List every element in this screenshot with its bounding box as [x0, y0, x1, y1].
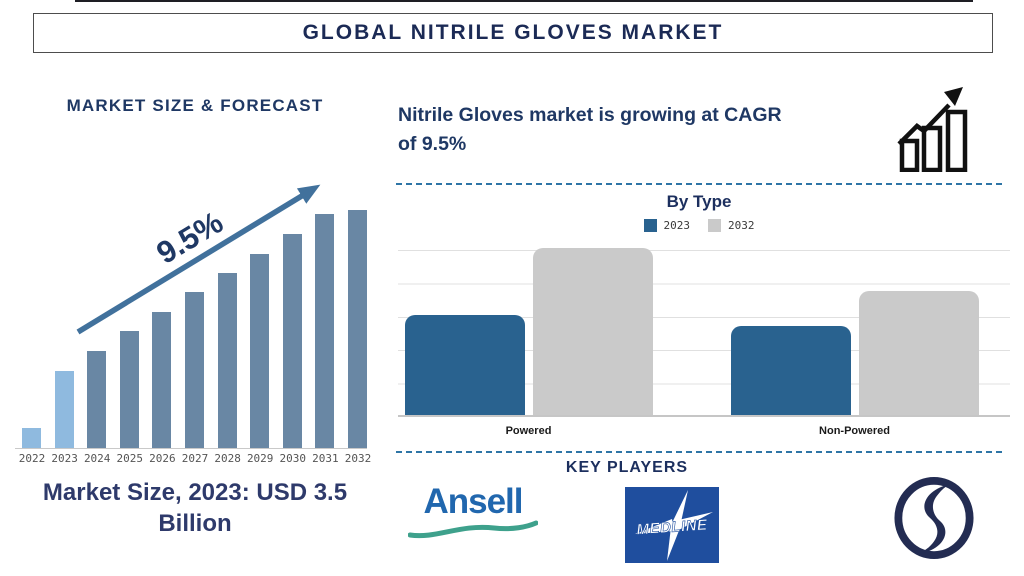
year-label-2022: 2022 [18, 452, 46, 465]
bytype-plot [398, 248, 1010, 417]
year-label-2025: 2025 [116, 452, 144, 465]
market-size-years: 2022 2023 2024 2025 2026 2027 2028 2029 2030 2031… [15, 452, 372, 468]
forecast-bar-2031 [315, 214, 335, 448]
legend-swatch-2032 [708, 219, 721, 232]
market-size-heading: MARKET SIZE & FORECAST [66, 96, 324, 115]
forecast-bar-2032 [348, 210, 367, 448]
medline-logo-text: MEDLINE [636, 517, 709, 539]
cagr-statement-line1: Nitrile Gloves market is growing at CAGR [398, 104, 782, 126]
growth-chart-icon [897, 87, 968, 172]
forecast-bar-2027 [185, 292, 204, 448]
bytype-bar-non-powered-2023 [731, 326, 851, 415]
ansell-logo: Ansell [408, 482, 538, 540]
legend-item-2023: 2023 [643, 219, 691, 232]
page-title: GLOBAL NITRILE GLOVES MARKET [302, 21, 724, 44]
s-monogram-logo [894, 477, 974, 559]
bytype-bar-powered-2032 [533, 248, 653, 415]
forecast-bar-2029 [250, 254, 270, 448]
year-label-2028: 2028 [214, 452, 241, 465]
market-size-footer: Market Size, 2023: USD 3.5 Billion [42, 479, 348, 538]
year-label-2032: 2032 [344, 452, 372, 465]
year-label-2023: 2023 [51, 452, 78, 465]
year-label-2029: 2029 [246, 452, 274, 465]
category-label-powered: Powered [505, 425, 552, 437]
forecast-bar-2024 [87, 351, 107, 448]
legend-item-2032: 2032 [708, 219, 755, 232]
forecast-bar-2030 [282, 234, 302, 448]
forecast-bar-2028 [217, 273, 237, 448]
cagr-statement-line2: of 9.5% [398, 133, 467, 156]
forecast-bar-2025 [119, 331, 139, 448]
bytype-bar-non-powered-2032 [859, 291, 979, 415]
legend-label-2032: 2032 [728, 219, 755, 232]
ansell-wave-icon [408, 520, 538, 539]
ansell-logo-text: Ansell [423, 482, 523, 521]
year-label-2024: 2024 [83, 452, 111, 465]
year-label-2030: 2030 [279, 452, 307, 465]
title-box: GLOBAL NITRILE GLOVES MARKET [33, 13, 993, 53]
bytype-category-labels: Powered Non-Powered [398, 425, 1010, 441]
year-label-2026: 2026 [149, 452, 176, 465]
medline-logo: MEDLINE [625, 487, 719, 563]
top-accent-line [75, 0, 973, 2]
year-label-2031: 2031 [312, 452, 339, 465]
dashed-divider-top [396, 183, 1002, 185]
dashed-divider-bottom [396, 451, 1002, 453]
category-label-non-powered: Non-Powered [819, 425, 890, 437]
forecast-bar-2023 [54, 371, 74, 448]
forecast-bar-2026 [152, 312, 172, 448]
forecast-bar-2022 [22, 428, 41, 448]
year-label-2027: 2027 [181, 452, 209, 465]
market-size-axis-line [15, 448, 367, 449]
bytype-legend: 2023 2032 [396, 219, 1002, 232]
legend-label-2023: 2023 [663, 219, 691, 232]
bytype-title: By Type [666, 192, 732, 211]
key-players-heading: KEY PLAYERS [565, 459, 689, 476]
legend-swatch-2023 [643, 219, 657, 232]
bytype-bar-powered-2023 [405, 315, 525, 415]
cagr-statement: Nitrile Gloves market is growing at CAGR… [398, 101, 903, 160]
